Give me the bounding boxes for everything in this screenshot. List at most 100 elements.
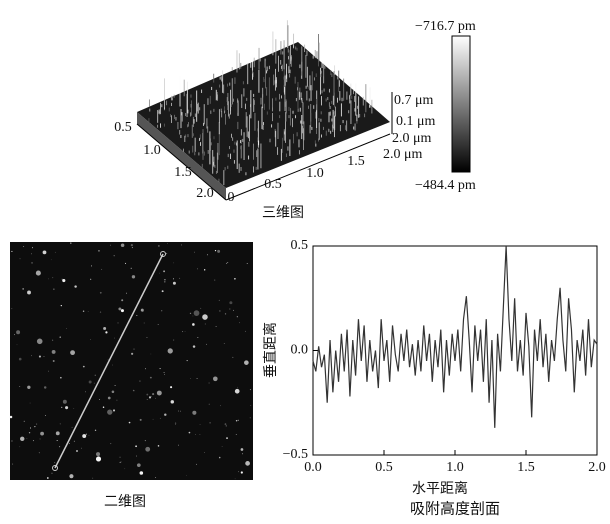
speckle [224,423,227,425]
speckle [245,461,250,466]
speckle [235,433,237,436]
speckle [144,440,146,442]
x-label-3d: 0.5 [264,177,282,192]
speckle [118,307,122,311]
speckle [246,263,248,264]
speckle [192,315,194,317]
speckle [209,422,211,424]
speckle [74,285,77,288]
speckle [234,277,236,280]
speckle [50,259,52,261]
x-tick-label: 0.0 [304,460,322,475]
speckle [156,390,162,396]
speckle [237,419,239,421]
speckle [196,378,198,380]
speckle [61,278,63,280]
speckle [38,355,42,358]
profile-line [312,245,598,428]
speckle [143,322,145,324]
x-label-3d: 1.0 [306,166,324,181]
speckle [92,477,94,479]
afm-image [10,242,253,480]
speckle [99,399,100,400]
speckle [192,410,197,415]
speckle [114,385,116,386]
speckle [238,471,240,473]
speckle [132,389,134,391]
speckle [16,344,18,346]
z-label-3d: 2.0 μm [392,131,432,146]
speckle [59,336,61,338]
speckle [46,477,49,479]
speckle [27,385,31,389]
speckle [54,462,56,464]
speckle [120,309,124,313]
speckle [229,301,233,305]
surface-side [137,112,226,200]
speckle [194,251,195,253]
speckle [99,291,102,294]
speckle [124,468,126,470]
speckle [45,415,46,416]
speckle [152,393,155,396]
speckle [82,434,87,439]
speckle [149,376,152,379]
speckle [136,463,141,468]
speckle [53,288,55,290]
speckle [163,280,166,283]
speckle [140,308,144,312]
speckle [188,431,191,434]
x-axis-label: 水平距离 [412,480,468,497]
speckle [11,308,13,310]
speckle [173,278,174,280]
speckle [240,448,244,451]
speckle [239,322,241,324]
speckle [218,299,220,301]
speckle [62,399,67,404]
speckle [158,245,160,247]
colorbar-top-label: −716.7 pm [415,19,476,34]
speckle [60,376,62,379]
speckle [249,389,251,391]
speckle [219,310,221,312]
speckle [88,434,90,436]
speckle [19,258,21,260]
speckle [111,390,115,394]
speckle [31,355,32,357]
speckle [101,268,103,270]
speckle [22,288,24,290]
speckle [11,250,13,252]
speckle [19,385,21,387]
speckle [208,382,210,384]
speckle [51,349,56,354]
speckle [175,424,176,426]
z-label-3d: 0.1 μm [396,114,436,129]
speckle [164,373,166,375]
speckle [250,405,252,407]
x-tick-label: 1.5 [517,460,535,475]
y-tick-label: 0.5 [291,238,309,253]
speckle [221,446,223,447]
speckle [48,278,49,280]
speckle [199,424,201,426]
speckle [244,330,246,332]
speckle [121,299,124,302]
speckle [145,446,151,452]
speckle [232,356,234,358]
speckle [105,331,108,334]
speckle [18,357,22,361]
speckle [23,420,25,422]
x-tick-label: 2.0 [588,460,606,475]
speckle [126,292,127,294]
speckle [202,314,208,320]
speckle [73,408,75,409]
speckle [159,272,160,274]
speckle [227,262,229,264]
x-axis-3d [225,133,391,201]
speckle [85,391,87,393]
profile-start [52,465,58,471]
speckle [236,316,238,318]
speckle [192,323,195,326]
speckle [180,410,181,412]
